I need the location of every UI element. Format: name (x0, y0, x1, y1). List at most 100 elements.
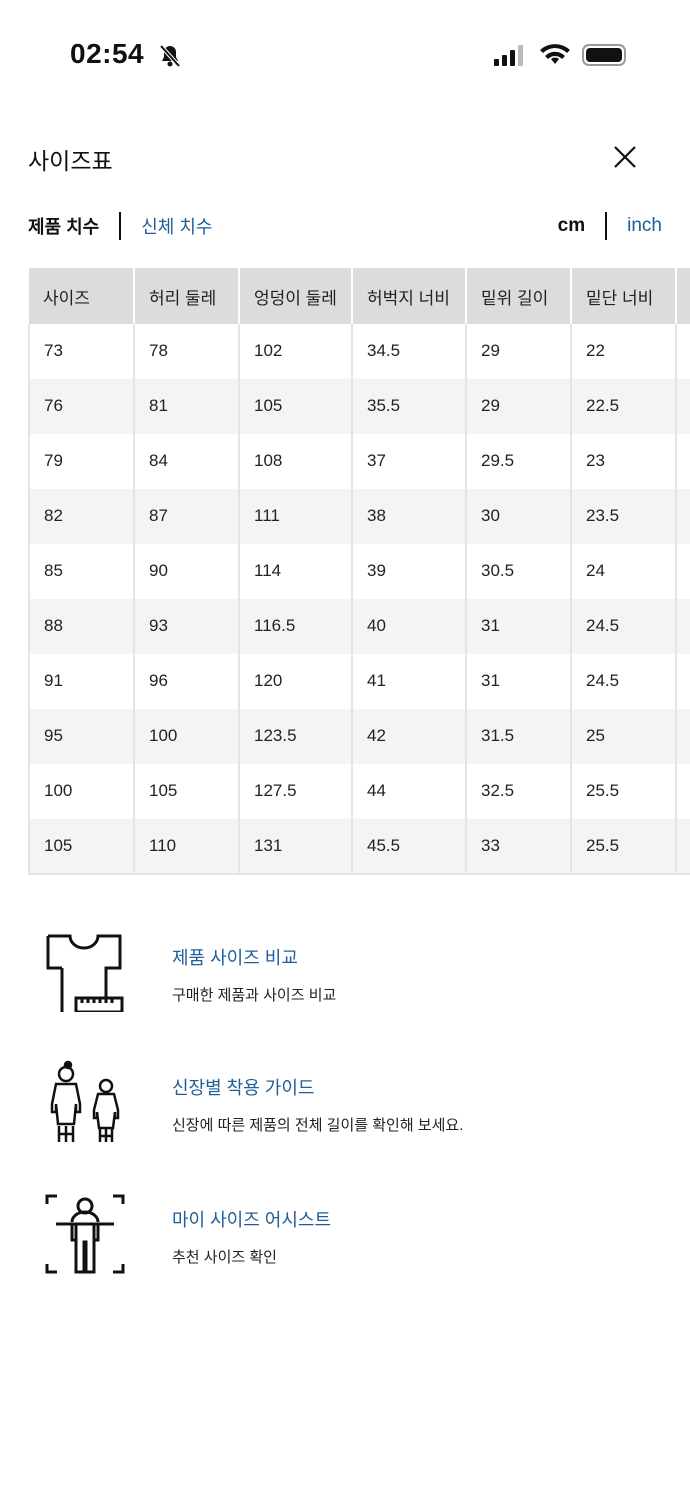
table-cell: 100 (28, 764, 135, 819)
table-cell: 76 (28, 379, 135, 434)
table-cell: 100 (134, 709, 240, 764)
feature-title: 제품 사이즈 비교 (172, 948, 298, 968)
table-cell: 38 (352, 489, 467, 544)
table-cell: 41 (352, 654, 467, 709)
feature-desc: 구매한 제품과 사이즈 비교 (172, 987, 337, 1004)
table-cell (676, 379, 690, 434)
table-cell (676, 434, 690, 489)
wifi-icon (540, 44, 570, 64)
table-cell: 127.5 (239, 764, 353, 819)
table-cell: 111 (239, 489, 353, 544)
table-cell: 82 (28, 489, 135, 544)
table-cell: 25.5 (571, 764, 677, 819)
table-cell: 116.5 (239, 599, 353, 654)
table-row: 82 87 111 38 30 23.5 (28, 489, 690, 544)
table-cell: 110 (134, 819, 240, 875)
table-row: 95 100 123.5 42 31.5 25 (28, 709, 690, 764)
table-row: 91 96 120 41 31 24.5 (28, 654, 690, 709)
table-row: 105 110 131 45.5 33 25.5 (28, 819, 690, 875)
table-row: 100 105 127.5 44 32.5 25.5 (28, 764, 690, 819)
unit-inch[interactable]: inch (627, 215, 662, 236)
table-cell: 32.5 (466, 764, 572, 819)
column-header: 밑단 너비 (571, 268, 677, 324)
table-cell: 24 (571, 544, 677, 599)
table-cell (676, 819, 690, 875)
table-cell: 105 (134, 764, 240, 819)
divider (119, 212, 122, 240)
table-cell: 29 (466, 324, 572, 379)
column-header: 밑위 길이 (466, 268, 572, 324)
column-header: 엉덩이 둘레 (239, 268, 353, 324)
table-cell: 40 (352, 599, 467, 654)
table-cell (676, 599, 690, 654)
status-time: 02:54 (70, 38, 145, 69)
table-cell: 37 (352, 434, 467, 489)
table-row: 76 81 105 35.5 29 22.5 (28, 379, 690, 434)
table-cell: 23 (571, 434, 677, 489)
table-cell: 30 (466, 489, 572, 544)
column-header: 허리 둘레 (134, 268, 240, 324)
shirt-ruler-icon (46, 934, 124, 1012)
people-height-icon (50, 1060, 120, 1142)
table-cell: 87 (134, 489, 240, 544)
table-cell: 22 (571, 324, 677, 379)
table-cell (676, 544, 690, 599)
close-icon[interactable] (612, 144, 638, 170)
table-cell: 93 (134, 599, 240, 654)
table-cell: 35.5 (352, 379, 467, 434)
battery-icon (582, 44, 626, 66)
table-cell: 84 (134, 434, 240, 489)
table-cell: 90 (134, 544, 240, 599)
body-scan-icon (45, 1194, 125, 1274)
table-cell: 24.5 (571, 599, 677, 654)
unit-cm[interactable]: cm (557, 215, 586, 236)
table-cell: 78 (134, 324, 240, 379)
divider (605, 212, 608, 240)
unit-toggle: cm inch (558, 212, 662, 240)
table-cell: 24.5 (571, 654, 677, 709)
table-cell: 102 (239, 324, 353, 379)
column-header: 사이즈 (29, 268, 135, 324)
table-cell: 34.5 (352, 324, 467, 379)
tab-body-size[interactable]: 신체 치수 (141, 217, 213, 237)
table-cell: 23.5 (571, 489, 677, 544)
size-table[interactable]: 사이즈 허리 둘레 엉덩이 둘레 허벅지 너비 밑위 길이 밑단 너비 73 78 102 34… (28, 268, 690, 875)
table-cell: 25 (571, 709, 677, 764)
table-cell: 29.5 (466, 434, 572, 489)
tab-product-size[interactable]: 제품 치수 (28, 217, 100, 237)
feature-desc: 신장에 따른 제품의 전체 길이를 확인해 보세요. (172, 1117, 464, 1134)
table-cell: 88 (28, 599, 135, 654)
table-cell: 85 (28, 544, 135, 599)
table-cell: 45.5 (352, 819, 467, 875)
feature-desc: 추천 사이즈 확인 (172, 1249, 277, 1266)
table-cell: 95 (28, 709, 135, 764)
table-cell: 42 (352, 709, 467, 764)
table-cell (676, 489, 690, 544)
table-cell: 105 (28, 819, 135, 875)
table-row: 79 84 108 37 29.5 23 (28, 434, 690, 489)
table-cell (676, 764, 690, 819)
table-cell: 114 (239, 544, 353, 599)
table-cell: 22.5 (571, 379, 677, 434)
table-cell (676, 654, 690, 709)
column-header: 허벅지 너비 (352, 268, 467, 324)
table-cell: 30.5 (466, 544, 572, 599)
feature-title: 마이 사이즈 어시스트 (172, 1210, 332, 1230)
table-cell: 131 (239, 819, 353, 875)
table-cell: 44 (352, 764, 467, 819)
table-cell (676, 324, 690, 379)
table-row: 85 90 114 39 30.5 24 (28, 544, 690, 599)
table-cell: 33 (466, 819, 572, 875)
table-cell: 39 (352, 544, 467, 599)
table-cell: 91 (28, 654, 135, 709)
measure-tabs: 제품 치수 신체 치수 (28, 212, 213, 240)
page-title: 사이즈표 (28, 148, 113, 174)
table-cell: 29 (466, 379, 572, 434)
table-cell: 105 (239, 379, 353, 434)
table-cell: 73 (28, 324, 135, 379)
bell-slash-icon (159, 44, 181, 68)
feature-title: 신장별 착용 가이드 (172, 1078, 315, 1098)
